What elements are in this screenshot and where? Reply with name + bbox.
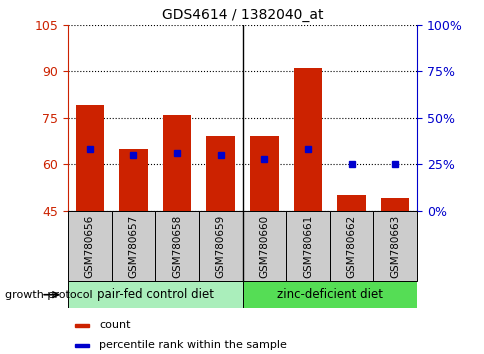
- Text: count: count: [99, 320, 131, 331]
- Bar: [250, 136, 278, 211]
- Bar: [242, 211, 286, 281]
- Bar: [163, 115, 191, 211]
- Text: GSM780663: GSM780663: [390, 215, 399, 278]
- Bar: [380, 198, 408, 211]
- Text: growth protocol: growth protocol: [5, 290, 92, 300]
- Bar: [206, 136, 234, 211]
- Bar: [329, 211, 373, 281]
- Title: GDS4614 / 1382040_at: GDS4614 / 1382040_at: [162, 8, 322, 22]
- Text: GSM780661: GSM780661: [302, 215, 312, 278]
- Text: GSM780656: GSM780656: [85, 215, 94, 278]
- Bar: [119, 149, 147, 211]
- Text: pair-fed control diet: pair-fed control diet: [96, 288, 213, 301]
- Bar: [373, 211, 416, 281]
- Bar: [242, 281, 416, 308]
- Bar: [337, 195, 365, 211]
- Bar: [111, 211, 155, 281]
- Text: GSM780658: GSM780658: [172, 215, 182, 278]
- Text: GSM780660: GSM780660: [259, 215, 269, 278]
- Bar: [198, 211, 242, 281]
- Text: GSM780662: GSM780662: [346, 215, 356, 278]
- Text: percentile rank within the sample: percentile rank within the sample: [99, 340, 287, 350]
- Bar: [155, 211, 198, 281]
- Bar: [286, 211, 329, 281]
- Bar: [75, 344, 89, 347]
- Text: GSM780657: GSM780657: [128, 215, 138, 278]
- Bar: [75, 324, 89, 327]
- Bar: [68, 281, 242, 308]
- Bar: [76, 105, 104, 211]
- Bar: [293, 68, 321, 211]
- Text: zinc-deficient diet: zinc-deficient diet: [276, 288, 382, 301]
- Bar: [68, 211, 111, 281]
- Text: GSM780659: GSM780659: [215, 215, 225, 278]
